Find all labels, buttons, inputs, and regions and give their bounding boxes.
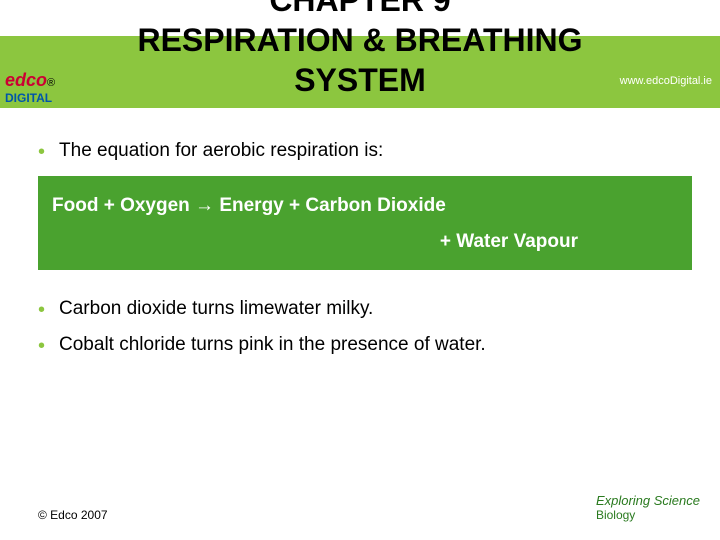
copyright-text: © Edco 2007	[38, 508, 108, 522]
url-prefix: www.	[620, 75, 646, 87]
bullet-item: • Carbon dioxide turns limewater milky.	[38, 298, 700, 322]
bullet-text-1: The equation for aerobic respiration is:	[59, 140, 383, 162]
book-title: Exploring Science	[596, 493, 700, 508]
chapter-line1: CHAPTER 9	[269, 0, 450, 18]
logo-brand-red: edco	[5, 70, 47, 90]
bullet-icon: •	[38, 140, 45, 164]
content-area: • The equation for aerobic respiration i…	[38, 140, 700, 370]
footer: © Edco 2007 Exploring Science Biology	[38, 493, 700, 522]
url-mid: edco	[646, 75, 670, 87]
equation-line1: Food + Oxygen → Energy + Carbon Dioxide	[52, 188, 678, 224]
logo-r: ®	[47, 77, 55, 89]
chapter-line2: RESPIRATION & BREATHING	[137, 22, 582, 58]
url-suffix: Digital.ie	[670, 75, 712, 87]
book-ref: Exploring Science Biology	[596, 493, 700, 522]
bullet-icon: •	[38, 334, 45, 358]
book-subtitle: Biology	[596, 508, 635, 522]
bullet-text-3: Cobalt chloride turns pink in the presen…	[59, 334, 486, 356]
bullet-text-2: Carbon dioxide turns limewater milky.	[59, 298, 373, 320]
website-url: www.edcoDigital.ie	[620, 75, 712, 87]
chapter-title: CHAPTER 9 RESPIRATION & BREATHING SYSTEM	[0, 0, 720, 100]
equation-box: Food + Oxygen → Energy + Carbon Dioxide …	[38, 176, 692, 270]
bullet-item: • Cobalt chloride turns pink in the pres…	[38, 334, 700, 358]
chapter-line3: SYSTEM	[294, 62, 426, 98]
bullet-icon: •	[38, 298, 45, 322]
bullet-item: • The equation for aerobic respiration i…	[38, 140, 700, 164]
equation-line2: + Water Vapour	[52, 224, 678, 260]
edco-logo: edco® DIGITAL	[5, 70, 55, 105]
logo-brand-blue: DIGITAL	[5, 91, 52, 105]
